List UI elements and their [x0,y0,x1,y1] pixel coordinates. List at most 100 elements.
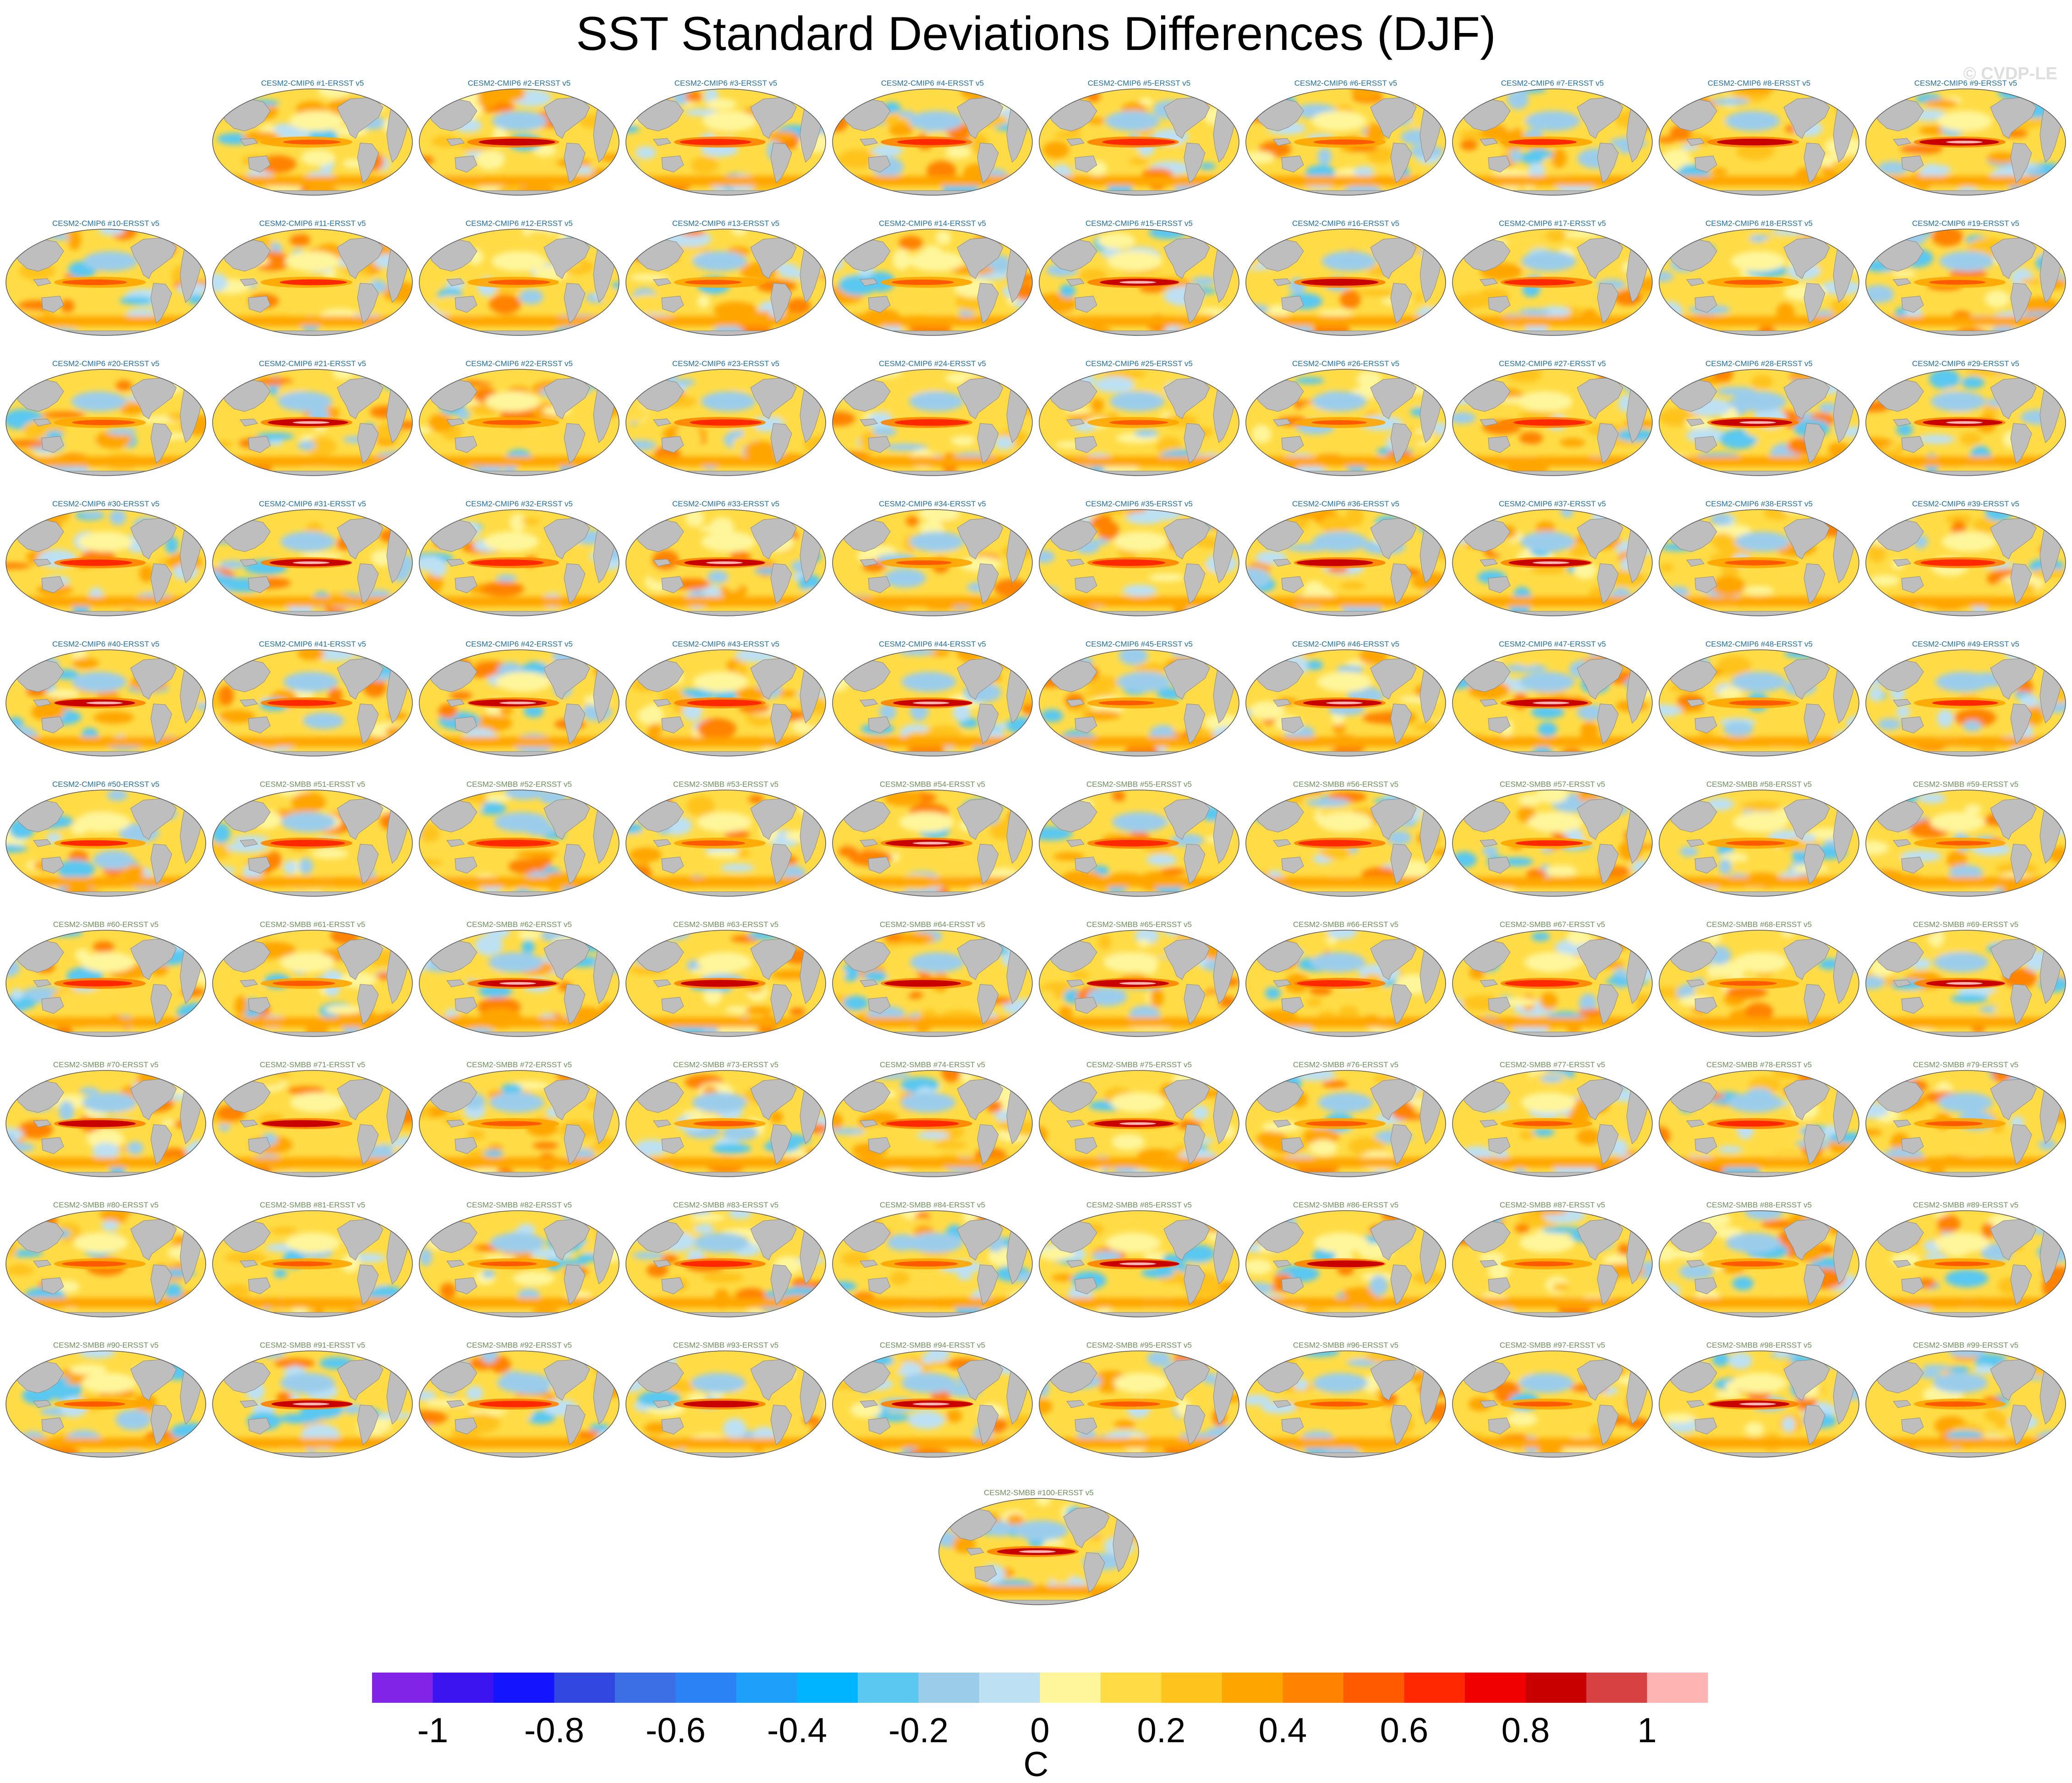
land-mask [868,1277,891,1295]
land-mask [41,1277,64,1295]
panel-title: CESM2-CMIP6 #20-ERSST v5 [52,359,159,368]
colorbar-box [493,1673,555,1703]
map-panel: CESM2-CMIP6 #9-ERSST v5 [1865,79,2066,196]
land-mask [1577,517,1623,560]
land-mask [543,938,590,980]
land-mask [130,517,177,560]
land-mask [2034,653,2048,663]
land-mask [1990,517,2037,560]
map-panel: CESM2-CMIP6 #21-ERSST v5 [212,359,413,476]
map-panel: CESM2-SMBB #69-ERSST v5 [1865,920,2066,1037]
land-mask [1827,653,1841,663]
land-mask [1370,1359,1417,1401]
enso-core [1307,1260,1385,1267]
land-mask [1901,997,1924,1014]
land-mask [1480,839,1498,847]
land-mask [957,1218,1003,1261]
land-mask [174,933,188,944]
land-mask [543,1078,590,1120]
map-outline [1865,509,2066,616]
land-mask [1414,92,1428,102]
map-panel: CESM2-SMBB #77-ERSST v5 [1452,1060,1653,1177]
land-mask [543,237,590,279]
land-mask [41,436,64,453]
land-mask [230,190,396,195]
land-mask [860,1400,878,1408]
colorbar-tick-label: 0.4 [1259,1711,1307,1750]
land-mask [653,1119,671,1128]
land-mask [850,1452,1016,1457]
land-mask [446,559,465,567]
map-outline [5,649,206,757]
panel-title: CESM2-SMBB #94-ERSST v5 [880,1341,985,1350]
land-mask [1207,513,1221,523]
land-mask [1488,716,1511,734]
panel-title: CESM2-CMIP6 #5-ERSST v5 [1088,79,1191,88]
enso-peak [1119,281,1156,284]
land-mask [1686,559,1705,567]
enso-core [1924,1121,1983,1126]
panel-title: CESM2-SMBB #51-ERSST v5 [260,780,365,789]
land-mask [33,418,51,427]
map-outline [1452,790,1653,897]
land-mask [1281,1277,1304,1295]
land-mask [230,751,396,756]
land-mask [1390,143,1412,183]
land-mask [2010,1264,2032,1305]
map-outline [832,1070,1033,1177]
land-mask [653,278,671,286]
enso-peak [1946,982,1983,985]
land-mask [1694,576,1717,593]
panel-title: CESM2-SMBB #57-ERSST v5 [1500,780,1605,789]
land-mask [661,716,684,734]
land-mask [1686,278,1705,286]
land-mask [24,1172,190,1177]
colorbar-box [554,1673,615,1703]
land-mask [33,979,51,988]
land-mask [437,1172,603,1177]
land-mask [750,1359,797,1401]
land-mask [1597,844,1619,884]
colorbar-box [1525,1673,1587,1703]
map-panel: CESM2-SMBB #65-ERSST v5 [1039,920,1239,1037]
map-outline [1039,1070,1239,1177]
land-mask [1163,1359,1210,1401]
enso-core [1924,1401,1987,1407]
land-mask [1803,1124,1825,1165]
enso-core [1514,1261,1574,1267]
enso-core [681,840,745,846]
land-mask [1803,703,1825,744]
map-outline [1452,1350,1653,1458]
map-outline [1659,369,1859,476]
map-panel: CESM2-CMIP6 #37-ERSST v5 [1452,499,1653,616]
land-mask [24,1312,190,1317]
colorbar-tick-label: 0.8 [1502,1711,1550,1750]
colorbar-box [433,1673,494,1703]
land-mask [455,716,477,734]
map-panel: CESM2-SMBB #88-ERSST v5 [1659,1201,1859,1317]
map-panel: CESM2-SMBB #72-ERSST v5 [419,1060,619,1177]
land-mask [240,839,258,847]
land-mask [1827,793,1841,803]
land-mask [661,296,684,313]
land-mask [1488,1417,1511,1435]
land-mask [1001,513,1014,523]
enso-core [481,1121,543,1126]
land-mask [1066,979,1085,988]
panel-title: CESM2-SMBB #89-ERSST v5 [1913,1201,2018,1209]
land-mask [1470,1031,1636,1037]
panel-title: CESM2-SMBB #66-ERSST v5 [1293,920,1398,929]
panel-title: CESM2-SMBB #56-ERSST v5 [1293,780,1398,789]
colorbar-box [615,1673,676,1703]
land-mask [1414,933,1428,944]
land-mask [1577,798,1623,840]
land-mask [868,436,891,453]
land-mask [1827,1074,1841,1084]
land-mask [437,471,603,476]
map-panel: CESM2-CMIP6 #20-ERSST v5 [5,359,206,476]
land-mask [1488,856,1511,874]
land-mask [2034,513,2048,523]
map-outline [1039,649,1239,757]
enso-core [72,420,135,425]
land-mask [1577,938,1623,980]
